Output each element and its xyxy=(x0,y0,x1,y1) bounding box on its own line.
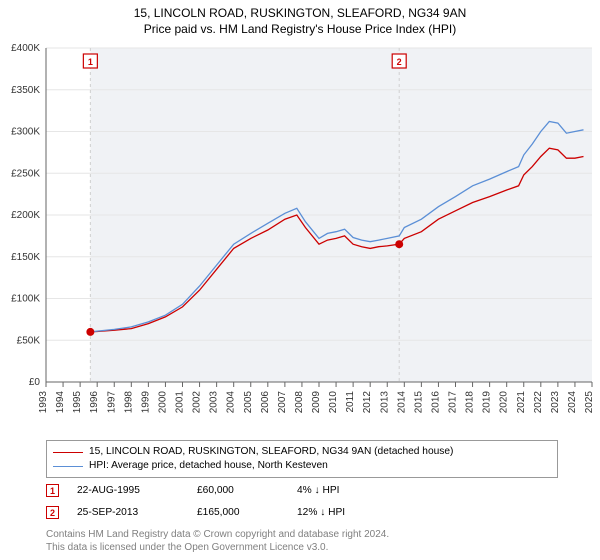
svg-text:2002: 2002 xyxy=(192,391,203,414)
svg-text:2005: 2005 xyxy=(243,391,254,414)
svg-text:2016: 2016 xyxy=(430,391,441,414)
svg-text:2020: 2020 xyxy=(499,391,510,414)
legend-label-hpi: HPI: Average price, detached house, Nort… xyxy=(89,459,328,473)
svg-text:2006: 2006 xyxy=(260,391,271,414)
sale-marker-1: 1 xyxy=(46,484,59,497)
svg-text:£200K: £200K xyxy=(11,210,40,221)
svg-text:2012: 2012 xyxy=(362,391,373,414)
svg-text:1993: 1993 xyxy=(38,391,49,414)
footnote-line-1: Contains HM Land Registry data © Crown c… xyxy=(46,528,389,541)
sale-row-1: 1 22-AUG-1995 £60,000 4% ↓ HPI xyxy=(46,484,397,497)
sale-price-1: £60,000 xyxy=(197,485,297,496)
svg-text:£0: £0 xyxy=(29,377,41,388)
svg-text:2015: 2015 xyxy=(413,391,424,414)
svg-text:2003: 2003 xyxy=(209,391,220,414)
svg-text:2000: 2000 xyxy=(157,391,168,414)
chart-titles: 15, LINCOLN ROAD, RUSKINGTON, SLEAFORD, … xyxy=(0,0,600,36)
svg-text:2001: 2001 xyxy=(175,391,186,414)
svg-text:1995: 1995 xyxy=(72,391,83,414)
svg-text:2009: 2009 xyxy=(311,391,322,414)
price-chart: £0 £50K £100K £150K £200K £250K £300K £350K £400… xyxy=(0,42,600,432)
legend-swatch-hpi xyxy=(53,466,83,467)
svg-text:2013: 2013 xyxy=(379,391,390,414)
svg-text:2022: 2022 xyxy=(533,391,544,414)
svg-text:1997: 1997 xyxy=(106,391,117,414)
legend-row-hpi: HPI: Average price, detached house, Nort… xyxy=(53,459,551,473)
sale-date-1: 22-AUG-1995 xyxy=(77,485,197,496)
svg-text:2: 2 xyxy=(397,57,402,67)
svg-text:2014: 2014 xyxy=(396,391,407,414)
svg-text:£100K: £100K xyxy=(11,294,40,305)
svg-text:1996: 1996 xyxy=(89,391,100,414)
sale-pct-2: 12% ↓ HPI xyxy=(297,507,397,518)
svg-text:2010: 2010 xyxy=(328,391,339,414)
footnote-line-2: This data is licensed under the Open Gov… xyxy=(46,541,389,554)
svg-text:£150K: £150K xyxy=(11,252,40,263)
svg-text:£50K: £50K xyxy=(17,335,41,346)
svg-text:2018: 2018 xyxy=(465,391,476,414)
legend-row-price-paid: 15, LINCOLN ROAD, RUSKINGTON, SLEAFORD, … xyxy=(53,445,551,459)
svg-text:2008: 2008 xyxy=(294,391,305,414)
svg-text:£400K: £400K xyxy=(11,43,40,54)
sale-marker-2: 2 xyxy=(46,506,59,519)
footnote: Contains HM Land Registry data © Crown c… xyxy=(46,528,389,554)
sale-date-2: 25-SEP-2013 xyxy=(77,507,197,518)
sale-price-2: £165,000 xyxy=(197,507,297,518)
svg-text:2019: 2019 xyxy=(482,391,493,414)
svg-text:2017: 2017 xyxy=(448,391,459,414)
svg-text:2023: 2023 xyxy=(550,391,561,414)
chart-title-sub: Price paid vs. HM Land Registry's House … xyxy=(0,22,600,36)
svg-text:1998: 1998 xyxy=(123,391,134,414)
svg-text:£300K: £300K xyxy=(11,127,40,138)
svg-text:£350K: £350K xyxy=(11,85,40,96)
chart-title-address: 15, LINCOLN ROAD, RUSKINGTON, SLEAFORD, … xyxy=(0,6,600,20)
svg-text:2025: 2025 xyxy=(584,391,595,414)
svg-text:1994: 1994 xyxy=(55,391,66,414)
svg-text:2024: 2024 xyxy=(567,391,578,414)
sale-row-2: 2 25-SEP-2013 £165,000 12% ↓ HPI xyxy=(46,506,397,519)
svg-text:1: 1 xyxy=(88,57,93,67)
svg-text:2011: 2011 xyxy=(345,391,356,413)
svg-text:1999: 1999 xyxy=(140,391,151,414)
svg-text:£250K: £250K xyxy=(11,168,40,179)
svg-text:2021: 2021 xyxy=(516,391,527,414)
svg-text:2004: 2004 xyxy=(226,391,237,414)
svg-text:2007: 2007 xyxy=(277,391,288,414)
chart-container: 15, LINCOLN ROAD, RUSKINGTON, SLEAFORD, … xyxy=(0,0,600,560)
sale-pct-1: 4% ↓ HPI xyxy=(297,485,397,496)
legend-label-price-paid: 15, LINCOLN ROAD, RUSKINGTON, SLEAFORD, … xyxy=(89,445,453,459)
legend: 15, LINCOLN ROAD, RUSKINGTON, SLEAFORD, … xyxy=(46,440,558,478)
legend-swatch-price-paid xyxy=(53,452,83,453)
